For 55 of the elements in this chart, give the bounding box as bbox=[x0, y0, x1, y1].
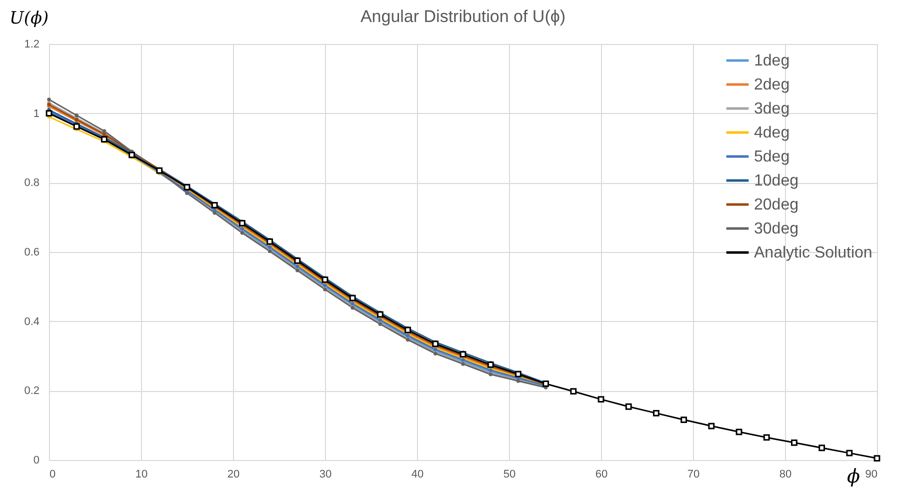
legend-label: 1deg bbox=[754, 52, 790, 70]
legend-label: 30deg bbox=[754, 220, 798, 238]
point bbox=[47, 98, 51, 102]
point bbox=[763, 434, 770, 441]
legend-label: 2deg bbox=[754, 76, 790, 94]
y-tick-label: 0 bbox=[33, 454, 40, 466]
x-tick-label: 10 bbox=[135, 468, 148, 480]
point bbox=[377, 311, 384, 318]
point bbox=[294, 257, 301, 264]
legend-label: 10deg bbox=[754, 172, 798, 190]
point bbox=[680, 416, 687, 423]
point bbox=[460, 351, 466, 358]
y-tick-label: 0.6 bbox=[24, 246, 40, 258]
point bbox=[432, 340, 439, 348]
legend-label: Analytic Solution bbox=[754, 244, 872, 262]
y-axis-title: U(ϕ) bbox=[10, 8, 49, 28]
x-tick-label: 20 bbox=[227, 468, 240, 480]
legend-label: 3deg bbox=[754, 100, 790, 118]
point bbox=[266, 238, 273, 245]
point bbox=[736, 428, 742, 436]
point bbox=[515, 370, 522, 378]
y-tick-label: 1.2 bbox=[24, 38, 40, 50]
chart-title: Angular Distribution of U(ϕ) bbox=[360, 7, 566, 26]
point bbox=[653, 410, 660, 416]
x-tick-label: 70 bbox=[687, 468, 700, 480]
point bbox=[349, 294, 356, 302]
x-tick-label: 50 bbox=[503, 468, 516, 480]
x-tick-label: 80 bbox=[779, 468, 792, 480]
x-tick-label: 0 bbox=[50, 468, 56, 480]
x-tick-label: 30 bbox=[319, 468, 332, 480]
point bbox=[239, 220, 246, 226]
x-axis-title: ϕ bbox=[847, 466, 860, 488]
legend-label: 5deg bbox=[754, 148, 790, 166]
point bbox=[846, 450, 853, 456]
point bbox=[791, 439, 798, 446]
point bbox=[487, 361, 494, 368]
point bbox=[404, 326, 411, 334]
point bbox=[598, 396, 604, 403]
point bbox=[708, 422, 715, 430]
point bbox=[184, 184, 190, 190]
point bbox=[74, 114, 78, 118]
x-tick-label: 40 bbox=[411, 468, 424, 480]
point bbox=[625, 403, 632, 410]
x-tick-label: 90 bbox=[865, 468, 878, 480]
y-tick-label: 0.4 bbox=[24, 316, 40, 328]
y-tick-label: 0.2 bbox=[24, 385, 40, 398]
y-tick-label: 1 bbox=[33, 108, 40, 120]
y-tick-label: 0.8 bbox=[24, 177, 40, 190]
point bbox=[874, 455, 880, 462]
legend-label: 20deg bbox=[754, 196, 798, 214]
x-tick-label: 60 bbox=[595, 468, 608, 480]
point bbox=[570, 388, 577, 395]
point bbox=[818, 444, 825, 452]
point bbox=[322, 276, 328, 283]
legend-label: 4deg bbox=[754, 124, 790, 142]
